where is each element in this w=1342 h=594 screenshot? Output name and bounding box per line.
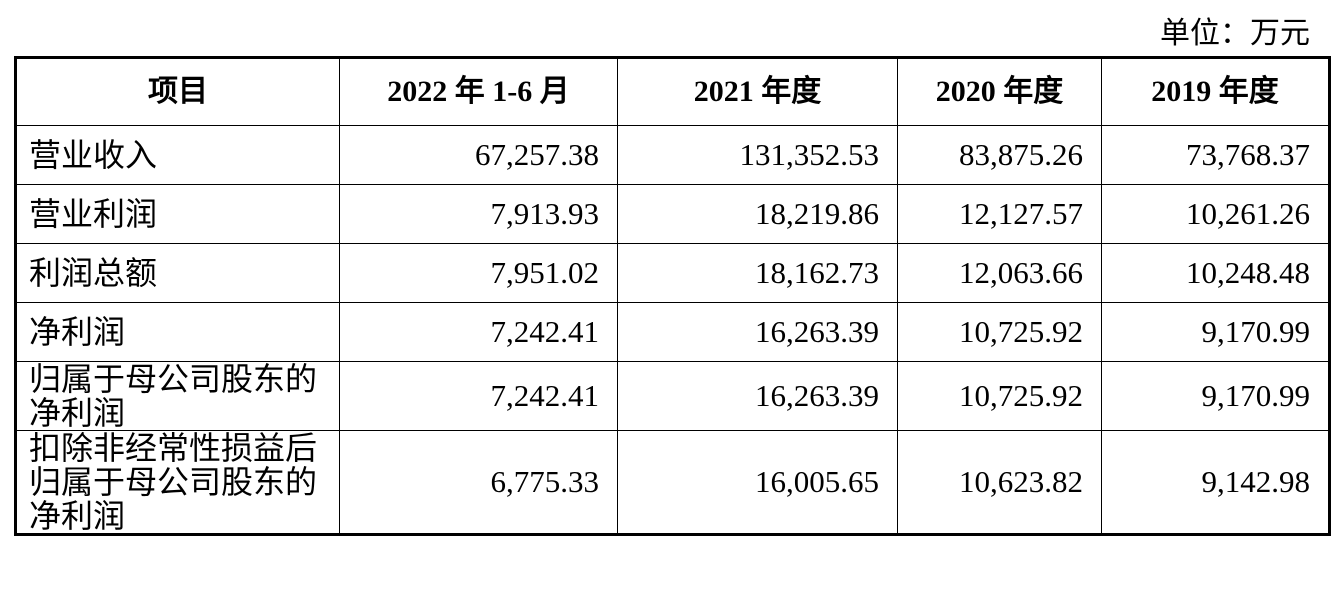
value-cell: 7,242.41: [339, 361, 618, 431]
value-cell: 10,725.92: [897, 361, 1102, 431]
value-cell: 10,248.48: [1101, 243, 1330, 303]
value-cell: 18,219.86: [617, 184, 898, 244]
value-cell: 12,127.57: [897, 184, 1102, 244]
value-cell: 16,263.39: [617, 361, 898, 431]
header-cell: 项目: [15, 57, 340, 126]
header-cell: 2020 年度: [897, 57, 1102, 126]
value-cell: 73,768.37: [1101, 125, 1330, 185]
row-label: 利润总额: [15, 243, 340, 303]
header-cell: 2019 年度: [1101, 57, 1330, 126]
value-cell: 9,170.99: [1101, 302, 1330, 362]
value-cell: 131,352.53: [617, 125, 898, 185]
header-cell: 2021 年度: [617, 57, 898, 126]
table-row: 利润总额 7,951.02 18,162.73 12,063.66 10,248.48: [15, 243, 1330, 303]
value-cell: 7,913.93: [339, 184, 618, 244]
table-row: 营业利润 7,913.93 18,219.86 12,127.57 10,261.26: [15, 184, 1330, 244]
table-row: 归属于母公司股东的净利润 7,242.41 16,263.39 10,725.92 9,…: [15, 361, 1330, 431]
table-body: 营业收入 67,257.38 131,352.53 83,875.26 73,768.3…: [15, 125, 1330, 535]
value-cell: 16,263.39: [617, 302, 898, 362]
value-cell: 10,725.92: [897, 302, 1102, 362]
row-label: 营业利润: [15, 184, 340, 244]
table-row: 净利润 7,242.41 16,263.39 10,725.92 9,170.99: [15, 302, 1330, 362]
table: 项目 2022 年 1-6 月 2021 年度 2020 年度 2019 年度 营业收入…: [14, 56, 1331, 536]
value-cell: 83,875.26: [897, 125, 1102, 185]
value-cell: 9,142.98: [1101, 430, 1330, 535]
row-label: 扣除非经常性损益后归属于母公司股东的净利润: [15, 430, 340, 535]
value-cell: 18,162.73: [617, 243, 898, 303]
value-cell: 10,623.82: [897, 430, 1102, 535]
value-cell: 10,261.26: [1101, 184, 1330, 244]
row-label: 归属于母公司股东的净利润: [15, 361, 340, 431]
unit-label: 单位：万元: [1160, 17, 1310, 50]
table-row: 营业收入 67,257.38 131,352.53 83,875.26 73,768.3…: [15, 125, 1330, 185]
value-cell: 7,951.02: [339, 243, 618, 303]
header-cell: 2022 年 1-6 月: [339, 57, 618, 126]
table-row: 扣除非经常性损益后归属于母公司股东的净利润 6,775.33 16,005.65 10…: [15, 430, 1330, 535]
header-row: 项目 2022 年 1-6 月 2021 年度 2020 年度 2019 年度: [15, 57, 1330, 126]
value-cell: 7,242.41: [339, 302, 618, 362]
value-cell: 9,170.99: [1101, 361, 1330, 431]
value-cell: 16,005.65: [617, 430, 898, 535]
value-cell: 67,257.38: [339, 125, 618, 185]
value-cell: 6,775.33: [339, 430, 618, 535]
row-label: 净利润: [15, 302, 340, 362]
value-cell: 12,063.66: [897, 243, 1102, 303]
row-label: 营业收入: [15, 125, 340, 185]
